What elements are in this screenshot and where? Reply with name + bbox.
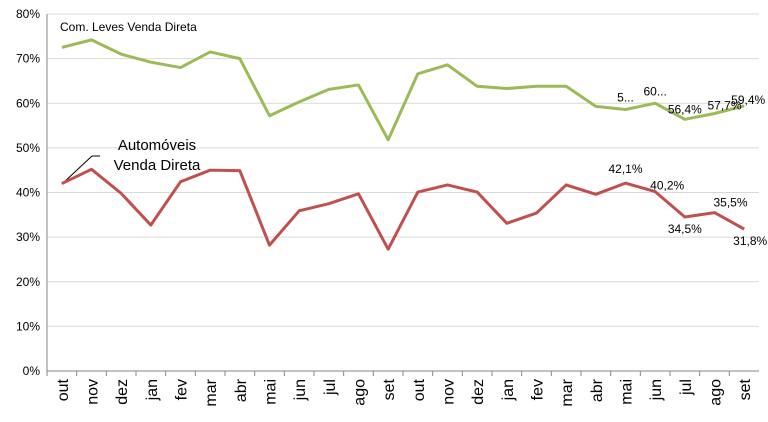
series-label: Com. Leves Venda Direta bbox=[60, 20, 197, 34]
x-tick-label: abr bbox=[589, 378, 606, 402]
series-line bbox=[61, 167, 745, 251]
x-tick-label: dez bbox=[114, 379, 131, 405]
y-tick-label: 60% bbox=[16, 96, 40, 110]
x-tick-label: abr bbox=[233, 378, 250, 402]
data-label: 34,5% bbox=[668, 222, 702, 236]
x-tick-label: jul bbox=[322, 379, 339, 396]
x-tick-label: mai bbox=[619, 379, 636, 405]
data-label: 5... bbox=[617, 90, 634, 104]
x-tick-label: jun bbox=[292, 379, 309, 401]
x-tick-label: nov bbox=[85, 379, 102, 405]
x-tick-label: set bbox=[737, 378, 754, 400]
y-tick-label: 50% bbox=[16, 141, 40, 155]
x-tick-label: mar bbox=[559, 378, 576, 406]
y-tick-label: 30% bbox=[16, 230, 40, 244]
data-label: 57,7% bbox=[707, 99, 741, 113]
y-tick-label: 40% bbox=[16, 186, 40, 200]
data-label: 60... bbox=[643, 84, 666, 98]
data-label: 59,4% bbox=[731, 93, 765, 107]
x-tick-label: ago bbox=[352, 379, 369, 406]
data-label: 31,8% bbox=[733, 234, 767, 248]
x-tick-label: out bbox=[411, 378, 428, 401]
x-tick-label: jan bbox=[500, 379, 517, 401]
x-tick-label: set bbox=[381, 378, 398, 400]
x-tick-label: jul bbox=[678, 379, 695, 396]
series-label: Automóveis Venda Direta bbox=[113, 137, 201, 174]
x-tick-label: nov bbox=[441, 379, 458, 405]
y-tick-label: 70% bbox=[16, 52, 40, 66]
x-tick-label: fev bbox=[530, 379, 547, 400]
x-tick-label: mar bbox=[203, 378, 220, 406]
series-line bbox=[61, 38, 745, 142]
data-label: 40,2% bbox=[650, 179, 684, 193]
y-tick-label: 80% bbox=[16, 7, 40, 21]
data-label: 42,1% bbox=[608, 162, 642, 176]
x-tick-label: dez bbox=[470, 379, 487, 405]
y-tick-label: 10% bbox=[16, 319, 40, 333]
x-tick-label: out bbox=[55, 378, 72, 401]
y-tick-label: 20% bbox=[16, 275, 40, 289]
data-label: 56,4% bbox=[668, 102, 702, 116]
x-tick-label: fev bbox=[174, 379, 191, 400]
leader-line bbox=[61, 155, 93, 185]
x-tick-label: jan bbox=[144, 379, 161, 401]
x-tick-label: mai bbox=[263, 379, 280, 405]
y-tick-label: 0% bbox=[23, 364, 41, 378]
x-tick-label: jun bbox=[648, 379, 665, 401]
data-label: 35,5% bbox=[713, 196, 747, 210]
x-tick-label: ago bbox=[708, 379, 725, 406]
